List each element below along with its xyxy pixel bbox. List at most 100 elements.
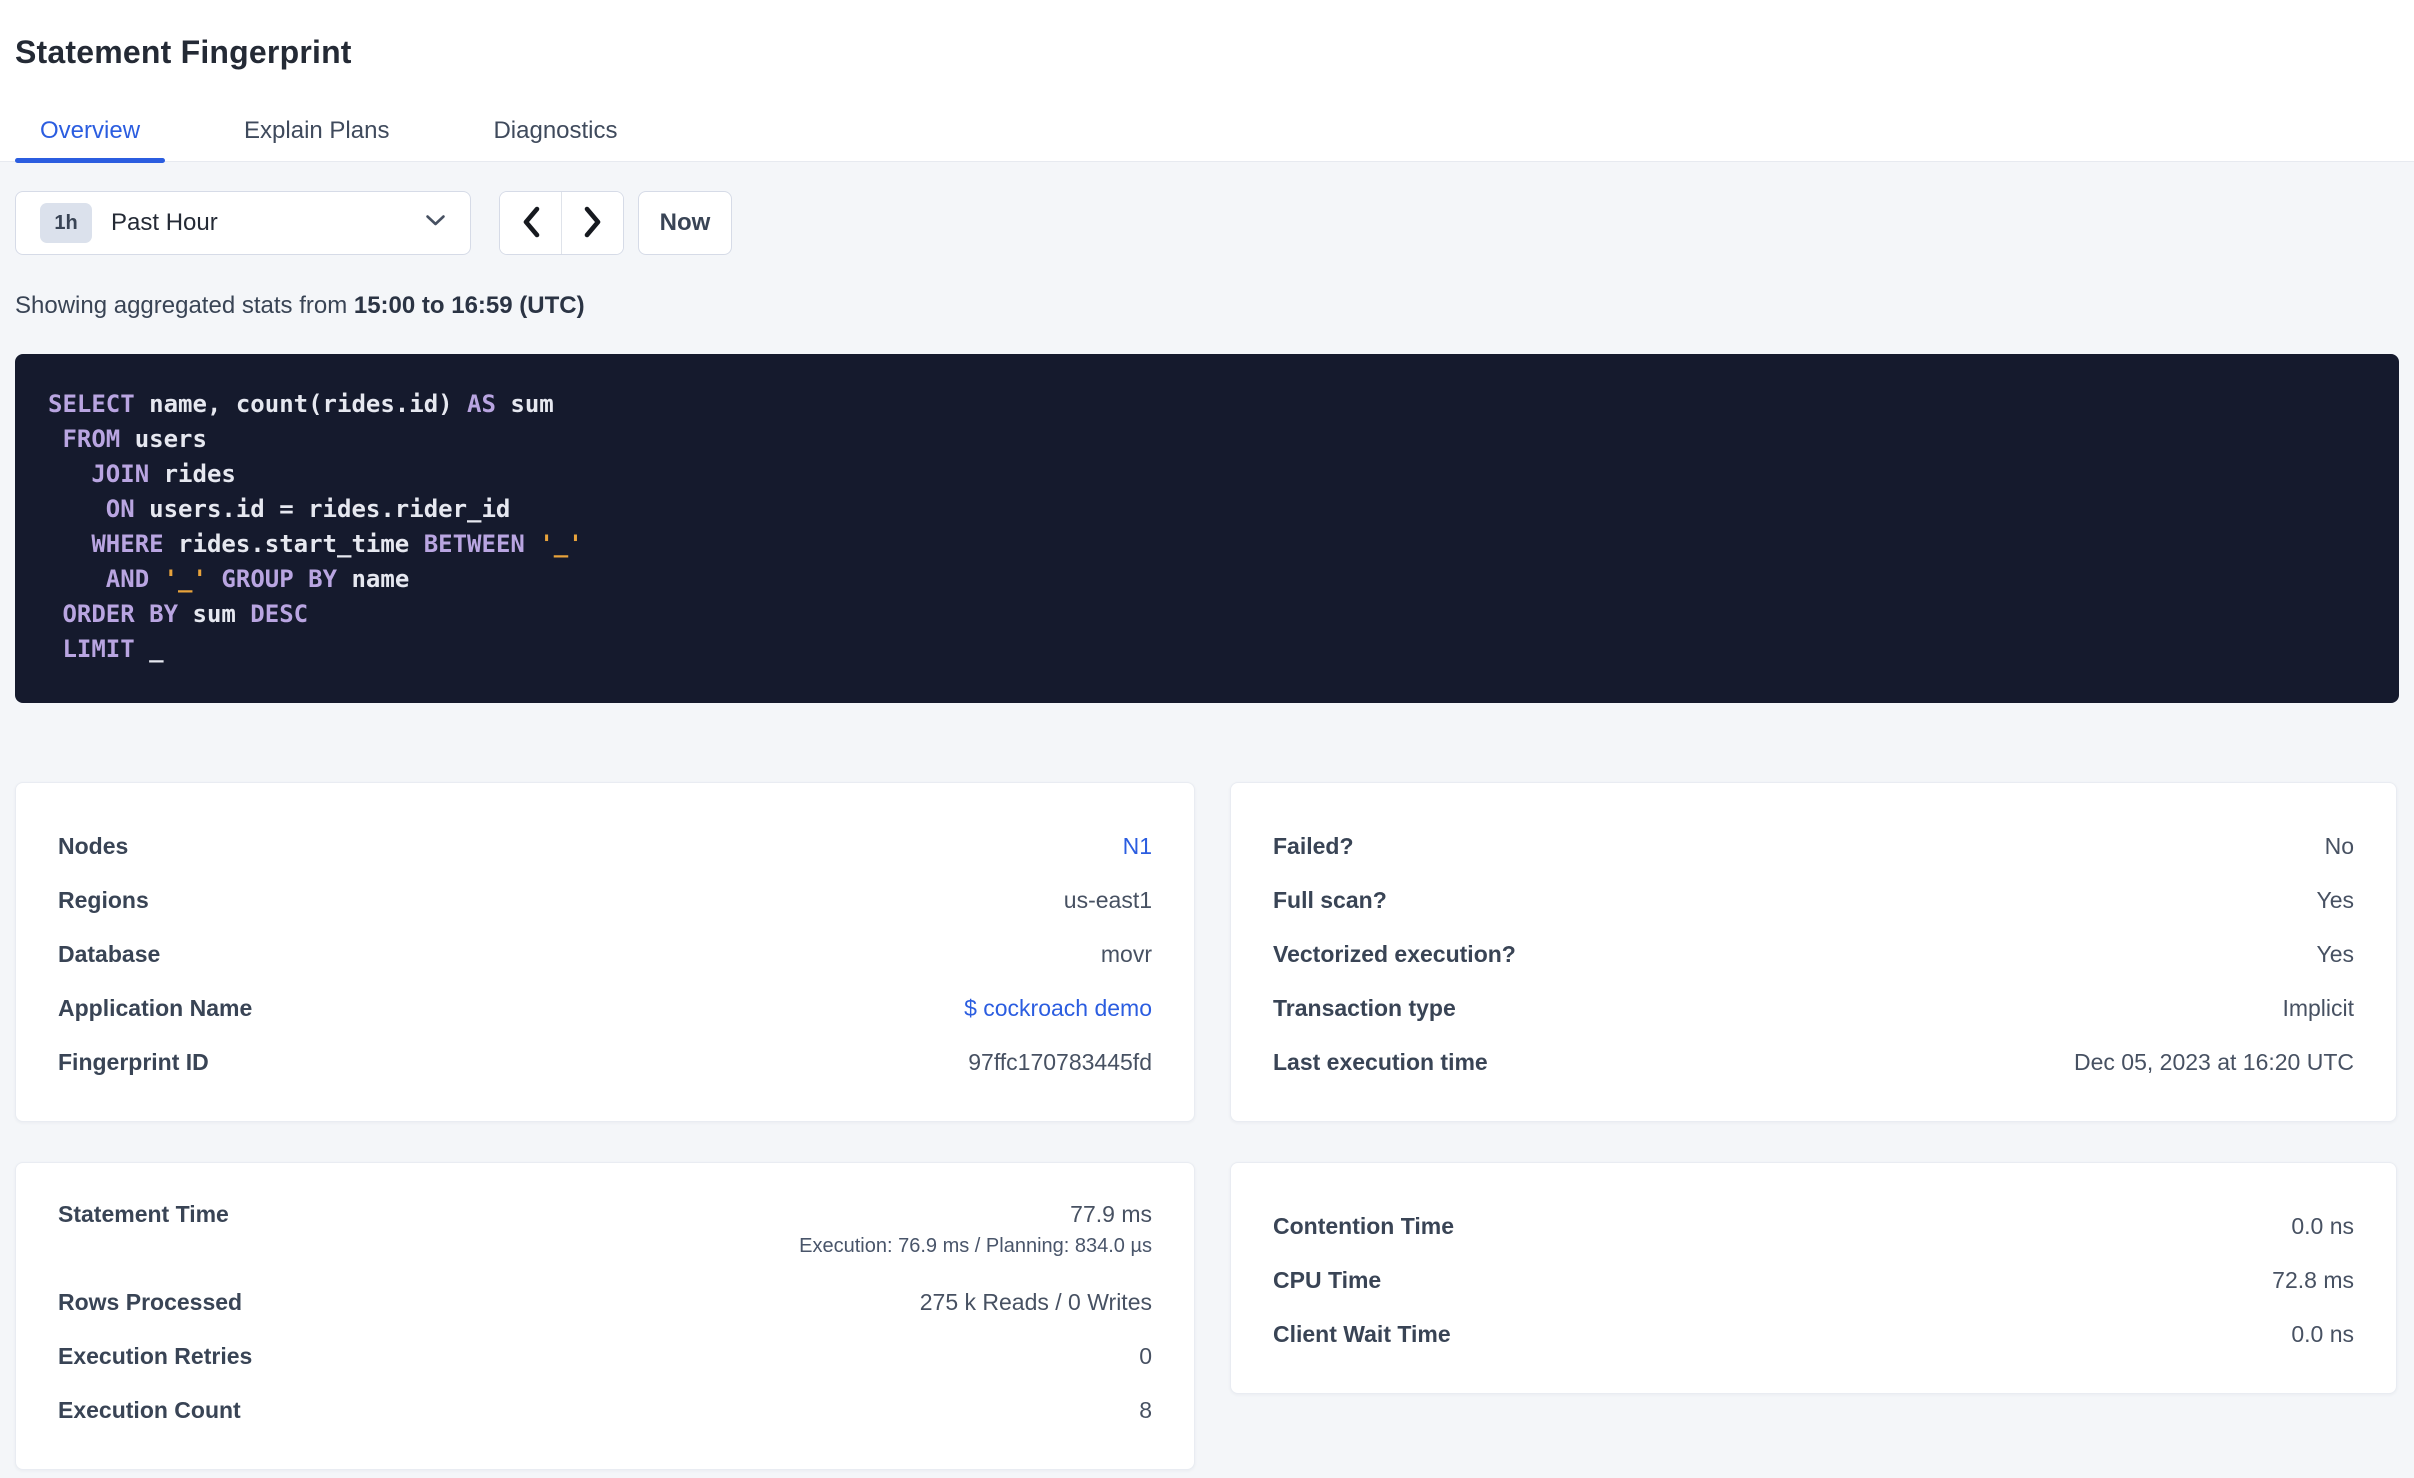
sql-token-id: rides.start_time [163, 530, 424, 558]
sql-token-id [48, 530, 91, 558]
sql-token-kw: BETWEEN [423, 530, 525, 558]
row-value: 72.8 ms [2272, 1267, 2354, 1293]
next-interval-button[interactable] [562, 192, 623, 254]
sql-token-kw: AND [105, 565, 150, 593]
tab-label: Diagnostics [493, 117, 618, 144]
sql-token-id: name [337, 565, 410, 593]
row-value: 0 [1139, 1343, 1152, 1369]
row-label: Failed? [1273, 833, 1354, 859]
row-label: Regions [58, 887, 149, 913]
page-title: Statement Fingerprint [15, 34, 352, 70]
nodes-link[interactable]: N1 [1122, 833, 1152, 859]
card-row-transaction-type: Transaction type Implicit [1273, 981, 2354, 1035]
sql-token-id [48, 495, 106, 523]
stats-summary-prefix: Showing aggregated stats from [15, 292, 354, 319]
card-row-vectorized-execution: Vectorized execution? Yes [1273, 927, 2354, 981]
row-label: Database [58, 941, 161, 967]
sql-token-id: _ [134, 635, 164, 663]
statement-details-card: Nodes N1 Regions us-east1 Database movr Applic… [15, 782, 1195, 1122]
chevron-down-icon [425, 214, 446, 232]
row-label: Client Wait Time [1273, 1321, 1451, 1347]
previous-interval-button[interactable] [500, 192, 562, 254]
card-row-rows-processed: Rows Processed 275 k Reads / 0 Writes [58, 1275, 1152, 1329]
row-value: movr [1100, 941, 1152, 967]
row-label: Fingerprint ID [58, 1049, 209, 1075]
row-label: Application Name [58, 995, 253, 1021]
stats-summary-range: 15:00 to 16:59 (UTC) [353, 292, 585, 319]
tab-label: Overview [40, 117, 141, 144]
tab-overview[interactable]: Overview [15, 117, 166, 163]
row-label: Execution Count [58, 1397, 241, 1423]
time-controls: 1h Past Hour Now [15, 191, 2399, 255]
sql-token-id: users.id = rides.rider_id [134, 495, 511, 523]
chevron-right-icon [582, 205, 604, 242]
tabs: Overview Explain Plans Diagnostics [15, 117, 2399, 163]
execution-attributes-card: Failed? No Full scan? Yes Vectorized executi… [1230, 782, 2397, 1122]
now-button[interactable]: Now [638, 191, 732, 255]
card-row-statement-time: Statement Time 77.9 ms Execution: 76.9 ms … [58, 1199, 1152, 1275]
card-row-contention-time: Contention Time 0.0 ns [1273, 1199, 2354, 1253]
row-label: Nodes [58, 833, 129, 859]
row-label: Last execution time [1273, 1049, 1488, 1075]
row-label: Rows Processed [58, 1289, 243, 1315]
sql-token-kw: ORDER BY [62, 600, 179, 628]
row-value: No [2324, 833, 2354, 859]
statement-timing-card: Statement Time 77.9 ms Execution: 76.9 ms … [15, 1162, 1195, 1470]
sql-token-kw: WHERE [91, 530, 164, 558]
chevron-left-icon [520, 205, 542, 242]
card-row-execution-retries: Execution Retries 0 [58, 1329, 1152, 1383]
row-label: CPU Time [1273, 1267, 1382, 1293]
sql-token-id [48, 600, 62, 628]
sql-token-id [48, 635, 62, 663]
row-value-stack: 77.9 ms Execution: 76.9 ms / Planning: 83… [799, 1199, 1152, 1258]
time-range-badge: 1h [40, 203, 92, 243]
row-value: Implicit [2282, 995, 2354, 1021]
row-label: Contention Time [1273, 1213, 1455, 1239]
card-row-cpu-time: CPU Time 72.8 ms [1273, 1253, 2354, 1307]
page-header: Statement Fingerprint Overview Explain Pl… [0, 0, 2414, 163]
card-row-fingerprint-id: Fingerprint ID 97ffc170783445fd [58, 1035, 1152, 1089]
row-value: Yes [2316, 887, 2354, 913]
row-value: us-east1 [1063, 887, 1152, 913]
row-label: Execution Retries [58, 1343, 253, 1369]
sql-token-id: name, count(rides.id) [134, 390, 468, 418]
time-step-buttons [499, 191, 624, 255]
sql-token-kw: LIMIT [62, 635, 135, 663]
card-row-database: Database movr [58, 927, 1152, 981]
sql-token-kw: ON [105, 495, 135, 523]
tab-label: Explain Plans [244, 117, 390, 144]
time-range-select[interactable]: 1h Past Hour [15, 191, 471, 255]
card-row-full-scan: Full scan? Yes [1273, 873, 2354, 927]
application-name-link[interactable]: $ cockroach demo [964, 995, 1152, 1021]
sql-token-id: sum [178, 600, 251, 628]
wait-time-card: Contention Time 0.0 ns CPU Time 72.8 ms Clie… [1230, 1162, 2397, 1394]
card-row-failed: Failed? No [1273, 819, 2354, 873]
card-row-execution-count: Execution Count 8 [58, 1383, 1152, 1437]
sql-token-id: users [120, 425, 207, 453]
row-value: 275 k Reads / 0 Writes [919, 1289, 1152, 1315]
card-row-application-name: Application Name $ cockroach demo [58, 981, 1152, 1035]
sql-token-id [48, 425, 62, 453]
card-row-last-execution-time: Last execution time Dec 05, 2023 at 16:20… [1273, 1035, 2354, 1089]
row-label: Full scan? [1273, 887, 1387, 913]
row-value: 97ffc170783445fd [968, 1049, 1152, 1075]
sql-token-id [207, 565, 221, 593]
sql-token-kw: DESC [250, 600, 309, 628]
tab-diagnostics[interactable]: Diagnostics [468, 117, 642, 161]
sql-statement: SELECT name, count(rides.id) AS sum FROM… [15, 354, 2399, 703]
active-tab-underline [15, 158, 166, 163]
sql-token-id [525, 530, 539, 558]
sql-token-id: rides [149, 460, 236, 488]
row-value: Dec 05, 2023 at 16:20 UTC [2074, 1049, 2354, 1075]
card-row-client-wait-time: Client Wait Time 0.0 ns [1273, 1307, 2354, 1361]
row-value: 77.9 ms [1070, 1201, 1152, 1227]
sql-token-id [48, 565, 106, 593]
row-value: 0.0 ns [2291, 1213, 2354, 1239]
tab-explain-plans[interactable]: Explain Plans [219, 117, 414, 161]
sql-token-kw: SELECT [48, 390, 135, 418]
row-value: 8 [1139, 1397, 1152, 1423]
sql-token-id: sum [495, 390, 554, 418]
row-value: Yes [2316, 941, 2354, 967]
sql-token-id [149, 565, 163, 593]
sql-token-kw: AS [467, 390, 496, 418]
